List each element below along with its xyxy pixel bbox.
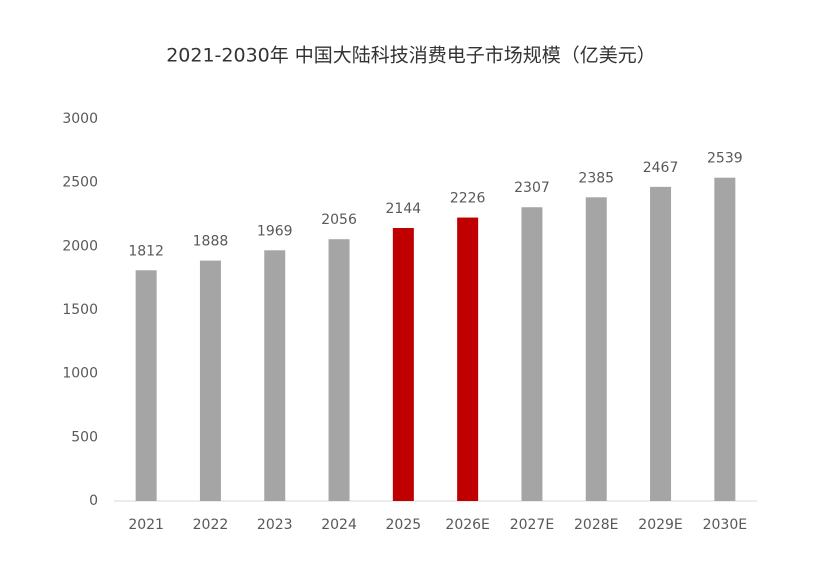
bar <box>521 207 543 501</box>
bar <box>457 217 479 501</box>
y-tick-label: 0 <box>89 493 98 509</box>
y-tick-label: 500 <box>71 429 98 445</box>
data-label: 2144 <box>386 201 422 217</box>
bar <box>328 239 350 501</box>
y-tick-label: 3000 <box>62 111 98 127</box>
x-tick-label: 2023 <box>257 517 293 533</box>
bar <box>650 186 672 502</box>
y-tick-label: 1500 <box>62 302 98 318</box>
x-tick-label: 2028E <box>574 517 618 533</box>
bar <box>264 250 286 501</box>
y-tick-label: 2500 <box>62 175 98 191</box>
data-label: 1969 <box>257 223 293 239</box>
bar <box>714 177 736 501</box>
bar <box>585 197 607 501</box>
x-tick-label: 2029E <box>638 517 682 533</box>
y-tick-label: 2000 <box>62 238 98 254</box>
data-label: 2467 <box>643 160 679 176</box>
data-label: 2056 <box>321 212 357 228</box>
data-label: 1812 <box>128 243 164 259</box>
x-tick-label: 2022 <box>193 517 229 533</box>
bar <box>135 270 157 501</box>
bar <box>392 227 414 502</box>
data-label: 2385 <box>578 170 614 186</box>
chart-title: 2021-2030年 中国大陆科技消费电子市场规模（亿美元） <box>166 45 656 67</box>
bar <box>199 260 221 501</box>
x-tick-label: 2025 <box>386 517 422 533</box>
data-label: 1888 <box>193 234 229 250</box>
x-tick-label: 2026E <box>445 517 489 533</box>
x-tick-label: 2030E <box>703 517 747 533</box>
y-tick-label: 1000 <box>62 366 98 382</box>
x-tick-label: 2021 <box>128 517 164 533</box>
x-tick-label: 2027E <box>510 517 554 533</box>
x-tick-label: 2024 <box>321 517 357 533</box>
data-label: 2307 <box>514 180 550 196</box>
data-label: 2226 <box>450 191 486 207</box>
data-label: 2539 <box>707 151 743 167</box>
